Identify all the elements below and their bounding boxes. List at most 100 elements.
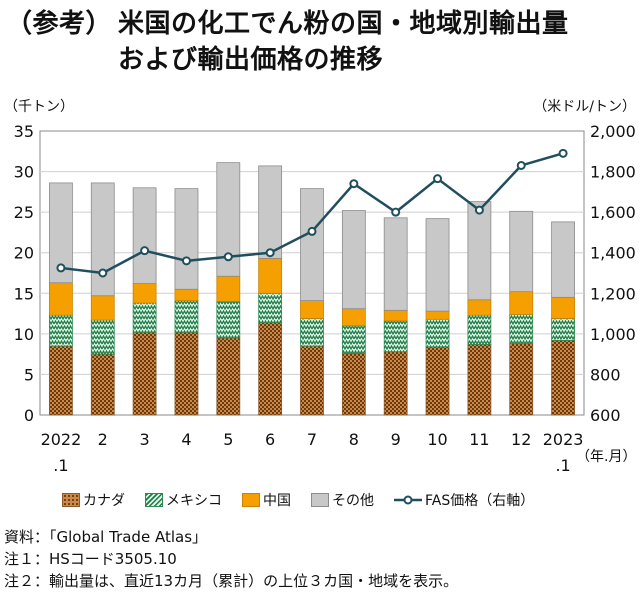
bar-segment [300, 188, 324, 301]
bar-segment [383, 351, 408, 416]
legend: カナダ メキシコ 中国 その他 FAS価格（右軸） [62, 489, 554, 511]
fas-price-point [265, 248, 275, 258]
x-axis-tick-label: 11 [469, 430, 489, 449]
bar-segment [341, 325, 366, 354]
bar-segment [132, 187, 157, 284]
bar-segment [467, 299, 492, 316]
bar-segment [300, 318, 324, 347]
bar-segment [425, 346, 450, 416]
x-axis-tick-label: 8 [349, 430, 359, 449]
legend-label-canada: カナダ [83, 493, 125, 509]
title-line-2: および輸出価格の推移 [118, 45, 384, 75]
bar-segment [425, 310, 450, 320]
bar-segment [216, 337, 241, 416]
fas-price-point [98, 268, 108, 278]
fas-price-point [558, 148, 568, 158]
legend-item-fas-price: FAS価格（右軸） [394, 490, 534, 510]
bar-segment [216, 162, 241, 277]
x-axis-tick-label: 2023 [543, 430, 584, 449]
bar-segment [132, 283, 157, 304]
legend-label-mexico: メキシコ [166, 493, 222, 509]
bar-segment [258, 322, 283, 416]
note-1: 注１：HSコード3505.10 [4, 550, 177, 568]
left-axis-tick-label: 30 [14, 163, 34, 182]
notes: 資料：「Global Trade Atlas」 注１：HSコード3505.10 … [4, 526, 458, 592]
left-axis-tick-label: 0 [24, 406, 34, 425]
x-axis-tick-label: 12 [511, 430, 531, 449]
legend-item-mexico: メキシコ [145, 490, 222, 510]
x-axis-tick-label: 6 [265, 430, 275, 449]
right-axis-tick-label: 1,800 [590, 163, 636, 182]
bar-segment [258, 257, 283, 294]
bar-segment [300, 345, 324, 416]
bar-segment [174, 331, 199, 416]
bar-segment [383, 320, 408, 353]
title-prefix: （参考） [6, 9, 113, 39]
fas-price-point [307, 226, 317, 236]
bar-segment [341, 308, 366, 327]
legend-label-other: その他 [332, 493, 374, 509]
legend-item-china: 中国 [242, 490, 291, 510]
bar-segment [551, 221, 575, 298]
bar-segment [509, 210, 534, 293]
bar-segment [425, 218, 450, 312]
fas-price-point [391, 207, 401, 217]
legend-swatch-canada [62, 493, 80, 507]
bar-segment [174, 288, 199, 301]
right-axis-unit: （米ドル/トン） [533, 99, 636, 115]
fas-price-point [140, 246, 150, 256]
bar-segment [174, 300, 199, 333]
legend-label-china: 中国 [263, 493, 291, 509]
bar-segment [132, 302, 157, 333]
left-axis-tick-label: 15 [14, 284, 34, 303]
x-axis-tick-label: 7 [307, 430, 317, 449]
fas-price-point [516, 160, 526, 170]
bar-segment [258, 292, 283, 323]
chart-title: （参考） 米国の化工でん粉の国・地域別輸出量 および輸出価格の推移 [6, 6, 569, 75]
bar-segment [383, 217, 408, 311]
bar-segment [509, 291, 534, 315]
left-axis-unit: （千トン） [4, 99, 74, 115]
x-axis-tick-label: 4 [181, 430, 191, 449]
bar-segment [509, 313, 534, 344]
bar-segment [174, 188, 199, 290]
legend-swatch-china [242, 493, 260, 507]
fas-price-point [433, 174, 443, 184]
right-axis-tick-label: 800 [590, 365, 621, 384]
note-2: 注２：輸出量は、直近13カ月（累計）の上位３カ国・地域を表示。 [4, 572, 459, 590]
legend-item-canada: カナダ [62, 490, 125, 510]
x-axis-tick-label: 2022 [41, 430, 82, 449]
right-axis-tick-label: 1,400 [590, 244, 636, 263]
left-axis-tick-label: 35 [14, 122, 34, 141]
right-axis-tick-label: 1,000 [590, 325, 636, 344]
left-axis-tick-label: 5 [24, 365, 34, 384]
legend-swatch-fas-price [394, 495, 422, 505]
right-axis-tick-label: 600 [590, 406, 621, 425]
left-axis-tick-label: 10 [14, 325, 34, 344]
bar-segment [341, 210, 366, 310]
title-line-1: 米国の化工でん粉の国・地域別輸出量 [118, 9, 569, 39]
bar-segment [425, 318, 450, 348]
right-axis-tick-label: 1,200 [590, 284, 636, 303]
fas-price-point [474, 205, 484, 215]
bar-segment [216, 275, 241, 302]
left-axis-tick-label: 25 [14, 203, 34, 222]
legend-swatch-mexico [145, 493, 163, 507]
bar-segment [383, 309, 408, 322]
bar-segment [300, 300, 324, 319]
bar-segment [49, 314, 73, 347]
x-axis-tick-label: 2 [98, 430, 108, 449]
bar-segment [90, 182, 115, 297]
fas-price-point [56, 263, 66, 273]
legend-item-other: その他 [311, 490, 374, 510]
bar-segment [341, 352, 366, 416]
bar-segment [551, 318, 575, 341]
x-axis-tick-label: 5 [223, 430, 233, 449]
bar-segment [90, 353, 115, 416]
x-axis-tick-sublabel: .1 [53, 456, 68, 475]
bar-segment [49, 282, 73, 316]
right-axis-tick-label: 2,000 [590, 122, 636, 141]
bar-segment [551, 296, 575, 319]
x-axis-tick-label: 9 [391, 430, 401, 449]
bar-segment [467, 201, 492, 301]
